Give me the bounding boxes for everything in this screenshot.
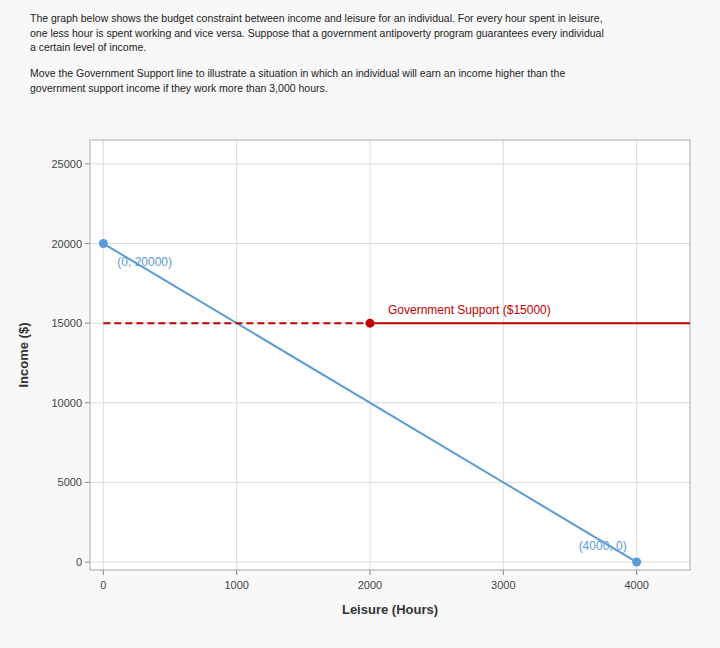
tick-x: [636, 570, 637, 575]
data: [99, 239, 690, 567]
description-2: Move the Government Support line to illu…: [30, 67, 565, 94]
tick-label-x: 4000: [624, 579, 648, 591]
page-background: [0, 0, 720, 648]
grid-line-y: [90, 163, 690, 164]
annotation: (0, 20000): [117, 255, 172, 269]
series-point: [366, 319, 375, 328]
series-line: [103, 322, 370, 324]
series-line: [370, 322, 690, 324]
description-1: The graph below shows the budget constra…: [30, 12, 604, 53]
chart-svg: The graph below shows the budget constra…: [0, 0, 720, 648]
description-2-line: Move the Government Support line to illu…: [30, 67, 565, 79]
tick-x: [236, 570, 237, 575]
grid-line-y: [90, 562, 690, 563]
tick-label-y: 10000: [51, 397, 82, 409]
tick-y: [85, 482, 90, 483]
tick-y: [85, 402, 90, 403]
description-2-line: government support income if they work m…: [30, 82, 328, 94]
tick-y: [85, 243, 90, 244]
grid-line-x: [370, 140, 371, 570]
tick-label-x: 0: [100, 579, 106, 591]
grid-line-x: [236, 140, 237, 570]
tick-x: [503, 570, 504, 575]
tick-label-y: 15000: [51, 317, 82, 329]
series-point: [99, 239, 108, 248]
series-point: [632, 558, 641, 567]
x-axis-label: Leisure (Hours): [342, 602, 438, 617]
tick-label-y: 0: [76, 556, 82, 568]
annotation: Government Support ($15000): [388, 303, 551, 317]
tick-label-x: 1000: [224, 579, 248, 591]
tick-x: [103, 570, 104, 575]
y-axis-label: Income ($): [16, 322, 31, 387]
grid-line-y: [90, 402, 690, 403]
grid-line-y: [90, 243, 690, 244]
annotations: (0, 20000) (4000, 0) Government Support ($…: [117, 255, 626, 554]
tick-label-y: 25000: [51, 158, 82, 170]
tick-label-x: 3000: [491, 579, 515, 591]
grid-line-y: [90, 323, 690, 324]
annotation: (4000, 0): [579, 539, 627, 553]
description-1-line: one less hour is spent working and vice …: [30, 27, 604, 39]
tick-label-y: 5000: [58, 476, 82, 488]
tick-y: [85, 323, 90, 324]
tick-x: [370, 570, 371, 575]
grid-line-x: [503, 140, 504, 570]
grid-line-x: [103, 140, 104, 570]
grid: [90, 140, 690, 570]
description-1-line: a certain level of income.: [30, 41, 146, 53]
tick-y: [85, 163, 90, 164]
grid-line-y: [90, 482, 690, 483]
axes: 0 1000 2000 3000 4000 0 5000 10000 15000 20000 250…: [51, 140, 690, 591]
description-1-line: The graph below shows the budget constra…: [30, 12, 603, 24]
tick-label-y: 20000: [51, 238, 82, 250]
series-line: [103, 244, 636, 563]
tick-y: [85, 562, 90, 563]
plot-frame: [90, 140, 690, 570]
grid-line-x: [636, 140, 637, 570]
tick-label-x: 2000: [358, 579, 382, 591]
plot-background: [90, 140, 690, 570]
